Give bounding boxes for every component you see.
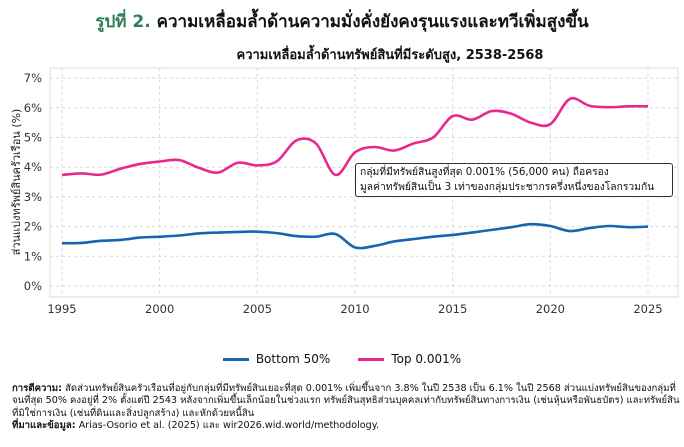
y-tick-label: 6% [24,101,42,115]
source-note: ที่มาและข้อมูล: Arias-Osorio et al. (202… [12,420,682,432]
interpretation-text: สัดส่วนทรัพย์สินครัวเรือนที่อยู่กับกลุ่ม… [12,383,680,419]
y-tick-label: 5% [24,131,42,145]
x-tick-label: 2000 [145,302,174,316]
chart-title: ความเหลื่อมล้ำด้านทรัพย์สินที่มีระดับสูง… [236,48,544,63]
y-axis-label: ส่วนแบ่งทรัพย์สินครัวเรือน (%) [10,109,23,256]
y-tick-label: 2% [24,220,42,234]
figure-number: รูปที่ 2. [95,12,151,32]
y-tick-label: 1% [24,249,42,263]
legend-item-bottom-50: Bottom 50% [222,352,331,366]
figure-footer: การตีความ: สัดส่วนทรัพย์สินครัวเรือนที่อ… [12,383,682,433]
annotation-line-2: มูลค่าทรัพย์สินเป็น 3 เท่าของกลุ่มประชาก… [360,181,655,193]
interpretation-label: การตีความ: [12,383,62,394]
y-tick-label: 4% [24,160,42,174]
legend-swatch-top-0001 [358,357,385,361]
plot-frame [49,67,679,298]
x-tick-label: 2010 [340,302,369,316]
figure-title-text: ความเหลื่อมล้ำด้านความมั่งคั่งยังคงรุนแร… [156,12,589,32]
y-tick-label: 3% [24,190,42,204]
legend-swatch-bottom-50 [222,357,249,361]
source-text: Arias-Osorio et al. (2025) และ wir2026.w… [78,420,380,432]
x-tick-label: 2025 [633,302,662,316]
series-line-bottom-50 [61,222,649,250]
source-label: ที่มาและข้อมูล: [12,420,76,432]
y-tick-label: 7% [24,71,42,85]
legend-item-top-0001: Top 0.001% [358,352,461,366]
chart-annotation: กลุ่มที่มีทรัพย์สินสูงที่สุด 0.001% (56,… [355,163,673,197]
x-tick-label: 1995 [47,302,76,316]
interpretation-note: การตีความ: สัดส่วนทรัพย์สินครัวเรือนที่อ… [12,383,682,420]
annotation-line-1: กลุ่มที่มีทรัพย์สินสูงที่สุด 0.001% (56,… [360,166,609,178]
x-tick-label: 2020 [536,302,565,316]
legend-label: Top 0.001% [391,352,462,366]
figure-title: รูปที่ 2. ความเหลื่อมล้ำด้านความมั่งคั่ง… [0,8,684,35]
y-tick-label: 0% [24,279,42,293]
x-tick-label: 2005 [243,302,272,316]
legend-label: Bottom 50% [255,352,331,366]
chart-legend: Bottom 50% Top 0.001% [0,352,684,366]
series-line-top-0001 [61,96,649,177]
x-tick-label: 2015 [438,302,467,316]
